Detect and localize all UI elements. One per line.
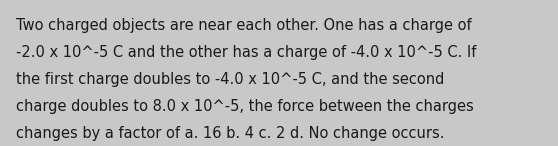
Text: the first charge doubles to -4.0 x 10^-5 C, and the second: the first charge doubles to -4.0 x 10^-5… <box>16 72 444 87</box>
Text: charge doubles to 8.0 x 10^-5, the force between the charges: charge doubles to 8.0 x 10^-5, the force… <box>16 99 473 114</box>
Text: changes by a factor of a. 16 b. 4 c. 2 d. No change occurs.: changes by a factor of a. 16 b. 4 c. 2 d… <box>16 126 444 141</box>
Text: Two charged objects are near each other. One has a charge of: Two charged objects are near each other.… <box>16 18 472 33</box>
Text: -2.0 x 10^-5 C and the other has a charge of -4.0 x 10^-5 C. If: -2.0 x 10^-5 C and the other has a charg… <box>16 45 476 60</box>
